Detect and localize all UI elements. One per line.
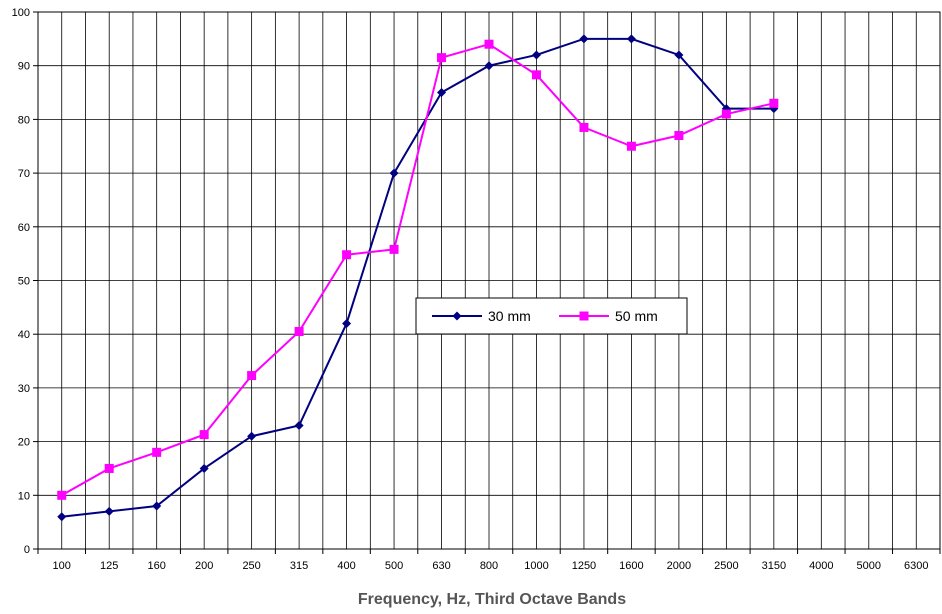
series-group: [57, 34, 779, 522]
x-tick-label: 6300: [904, 560, 928, 572]
y-tick-label: 0: [24, 544, 30, 556]
x-tick-label: 3150: [762, 560, 786, 572]
x-axis-label: Frequency, Hz, Third Octave Bands: [358, 591, 626, 608]
y-tick-label: 10: [18, 490, 30, 502]
data-point-50-mm: [531, 70, 541, 80]
x-tick-label: 315: [290, 560, 308, 572]
data-point-50-mm: [104, 463, 114, 473]
data-point-30-mm: [484, 61, 494, 71]
x-tick-label: 1000: [524, 560, 548, 572]
data-point-30-mm: [294, 420, 304, 430]
data-point-50-mm: [389, 244, 399, 254]
data-point-50-mm: [199, 430, 209, 440]
x-tick-label: 160: [148, 560, 166, 572]
legend: 30 mm 50 mm: [415, 297, 688, 335]
y-tick-label: 50: [18, 276, 30, 288]
x-tick-label: 4000: [809, 560, 833, 572]
data-point-50-mm: [579, 122, 589, 132]
data-point-30-mm: [57, 512, 67, 522]
data-point-50-mm: [484, 39, 494, 49]
legend-marker-30-mm: [452, 311, 462, 321]
data-point-50-mm: [247, 371, 257, 381]
y-tick-label: 90: [18, 61, 30, 73]
grid: [37, 11, 941, 550]
y-tick-label: 80: [18, 114, 30, 126]
y-tick-label: 40: [18, 329, 30, 341]
x-tick-label: 400: [337, 560, 355, 572]
axes: [33, 11, 941, 554]
x-tick-label: 125: [100, 560, 118, 572]
data-point-50-mm: [152, 447, 162, 457]
data-point-30-mm: [199, 463, 209, 473]
x-tick-label: 1600: [619, 560, 643, 572]
data-point-50-mm: [294, 327, 304, 337]
data-point-30-mm: [389, 168, 399, 178]
data-point-30-mm: [437, 88, 447, 98]
x-tick-label: 2500: [714, 560, 738, 572]
data-point-30-mm: [579, 34, 589, 44]
x-tick-label: 630: [432, 560, 450, 572]
x-tick-label: 2000: [667, 560, 691, 572]
series-line-30-mm: [61, 37, 774, 518]
x-tick-label: 250: [242, 560, 260, 572]
y-tick-label: 60: [18, 222, 30, 234]
data-point-30-mm: [342, 318, 352, 328]
data-point-30-mm: [104, 506, 114, 516]
x-tick-label: 500: [385, 560, 403, 572]
data-point-30-mm: [531, 50, 541, 60]
data-point-50-mm: [721, 109, 731, 119]
x-tick-label: 800: [480, 560, 498, 572]
y-tick-labels: 0 10 20 30 40 50 60 70 80 90 100: [12, 7, 30, 556]
data-point-50-mm: [342, 250, 352, 260]
data-point-50-mm: [626, 141, 636, 151]
x-tick-label: 1250: [572, 560, 596, 572]
y-tick-label: 30: [18, 383, 30, 395]
data-point-30-mm: [674, 50, 684, 60]
y-tick-label: 100: [12, 7, 30, 19]
x-tick-label: 100: [53, 560, 71, 572]
y-tick-label: 70: [18, 168, 30, 180]
x-tick-label: 200: [195, 560, 213, 572]
series-line-50-mm: [61, 43, 775, 497]
data-point-50-mm: [437, 53, 447, 63]
x-tick-labels: 100 125 160 200 250 315 400 500 630 800 1000 1250 16…: [53, 560, 929, 572]
data-point-30-mm: [152, 501, 162, 511]
x-tick-label: 5000: [857, 560, 881, 572]
data-point-50-mm: [57, 490, 67, 500]
legend-marker-50-mm: [579, 311, 589, 321]
legend-label-30-mm: 30 mm: [488, 308, 531, 324]
data-point-30-mm: [626, 34, 636, 44]
data-point-50-mm: [769, 98, 779, 108]
data-point-50-mm: [674, 131, 684, 141]
data-point-30-mm: [247, 431, 257, 441]
y-tick-label: 20: [18, 437, 30, 449]
legend-label-50-mm: 50 mm: [615, 308, 658, 324]
